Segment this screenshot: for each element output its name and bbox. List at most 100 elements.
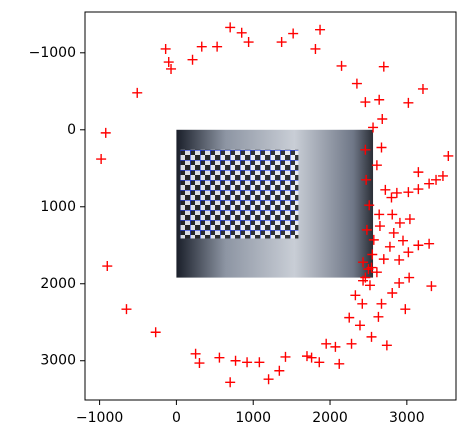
marker [276, 37, 287, 48]
marker [366, 262, 377, 273]
marker [426, 281, 437, 292]
image-checkerboard [180, 149, 299, 239]
marker [376, 298, 387, 309]
marker [358, 257, 369, 268]
marker [417, 83, 428, 94]
x-tick-label: 3000 [389, 410, 425, 426]
marker [132, 87, 143, 98]
marker [334, 358, 345, 369]
marker [374, 209, 385, 220]
marker [321, 338, 332, 349]
marker [100, 127, 111, 138]
marker [96, 154, 107, 165]
marker [424, 238, 435, 249]
marker [403, 187, 414, 198]
marker [361, 224, 372, 235]
marker [413, 240, 424, 251]
marker [431, 174, 442, 185]
marker [301, 351, 312, 362]
marker [376, 142, 387, 153]
marker [102, 261, 113, 272]
marker [367, 249, 378, 260]
y-tick-label: 1000 [40, 199, 76, 215]
marker [403, 247, 414, 258]
marker [344, 312, 355, 323]
marker [288, 28, 299, 39]
marker [373, 311, 384, 322]
marker [150, 327, 161, 338]
marker [394, 277, 405, 288]
marker [374, 94, 385, 105]
marker [194, 358, 205, 369]
y-tick-label: 0 [67, 122, 76, 138]
marker [380, 184, 391, 195]
marker [360, 97, 371, 108]
marker [351, 78, 362, 89]
marker [163, 57, 174, 68]
marker [387, 287, 398, 298]
marker [378, 61, 389, 72]
marker [315, 24, 326, 35]
marker [263, 374, 274, 385]
marker [413, 184, 424, 195]
x-tick-label: −1000 [76, 410, 123, 426]
marker [243, 37, 254, 48]
plot-area [96, 22, 454, 388]
marker [230, 355, 241, 366]
marker [391, 187, 402, 198]
marker [187, 54, 198, 65]
marker [424, 178, 435, 189]
marker [437, 170, 448, 181]
marker [190, 348, 201, 359]
marker [280, 351, 291, 362]
marker [336, 60, 347, 71]
marker [386, 192, 397, 203]
marker [274, 365, 285, 376]
marker [388, 227, 399, 238]
marker [306, 352, 317, 363]
marker [371, 160, 382, 171]
marker [377, 114, 388, 125]
marker [413, 167, 424, 178]
marker [360, 144, 371, 155]
marker [404, 272, 415, 283]
x-tick-label: 0 [172, 410, 181, 426]
y-tick-label: 3000 [40, 353, 76, 369]
marker [361, 174, 372, 185]
marker [242, 357, 253, 368]
marker [357, 298, 368, 309]
marker [364, 200, 375, 211]
marker [225, 377, 236, 388]
marker [214, 352, 225, 363]
marker [310, 43, 321, 54]
marker [394, 254, 405, 265]
marker [381, 340, 392, 351]
marker [398, 235, 408, 246]
marker [166, 63, 177, 74]
marker [394, 217, 405, 228]
marker [196, 41, 207, 52]
y-tick-label: 2000 [40, 276, 76, 292]
marker [384, 241, 395, 252]
marker [360, 272, 371, 283]
marker [374, 221, 385, 232]
marker [443, 150, 454, 161]
marker [364, 280, 375, 291]
x-tick-label: 2000 [312, 410, 348, 426]
marker [346, 338, 357, 349]
y-tick-label: −1000 [29, 45, 76, 61]
marker [378, 254, 389, 265]
marker [404, 214, 415, 225]
marker [236, 27, 247, 38]
marker [366, 331, 377, 342]
axes-frame [84, 11, 457, 401]
marker [387, 209, 398, 220]
marker [330, 341, 341, 352]
marker [371, 267, 382, 278]
marker [368, 122, 379, 133]
marker [225, 22, 236, 33]
marker [160, 43, 171, 54]
marker [254, 357, 265, 368]
marker [121, 304, 132, 315]
